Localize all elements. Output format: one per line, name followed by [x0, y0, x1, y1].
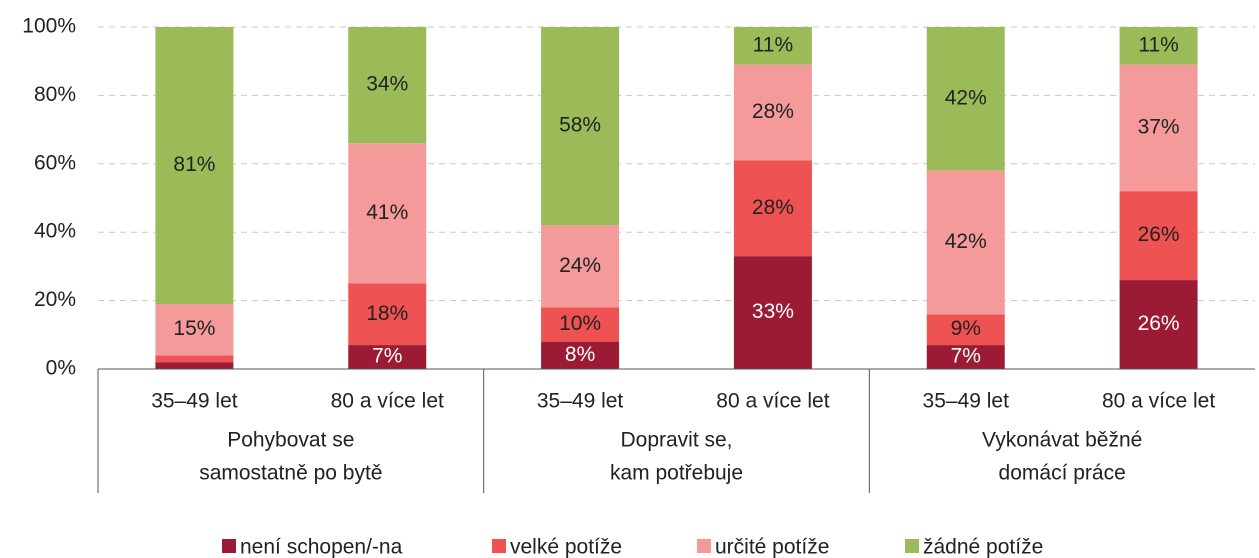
data-label: 26%	[1138, 312, 1180, 335]
bar-segment	[155, 27, 234, 305]
data-label: 58%	[559, 114, 601, 137]
data-label: 28%	[752, 100, 794, 123]
data-label: 11%	[1138, 33, 1178, 56]
x-tick-label: 35–49 let	[537, 390, 624, 413]
y-tick-label: 0%	[46, 357, 76, 380]
legend-swatch	[697, 539, 711, 553]
bar-segment	[541, 27, 620, 226]
data-label: 7%	[372, 345, 402, 368]
data-label: 42%	[945, 230, 987, 253]
data-label: 15%	[173, 317, 215, 340]
bar-segment	[155, 362, 234, 369]
y-tick-label: 60%	[34, 151, 76, 174]
group-label: Dopravit se,	[620, 429, 732, 452]
bar-segment	[926, 27, 1005, 171]
group-label: Pohybovat se	[227, 429, 354, 452]
data-label: 7%	[951, 345, 981, 368]
data-label: 37%	[1138, 115, 1180, 138]
data-label: 42%	[945, 86, 987, 109]
data-label: 33%	[752, 300, 794, 323]
bar-segment	[733, 160, 812, 257]
legend-label: žádné potíže	[923, 536, 1043, 558]
x-tick-label: 80 a více let	[716, 390, 829, 413]
data-label: 41%	[366, 201, 408, 224]
legend-swatch	[905, 539, 919, 553]
bar-segment	[155, 355, 234, 363]
y-tick-label: 20%	[34, 288, 76, 311]
group-label: domácí práce	[999, 462, 1126, 485]
group-label: kam potřebuje	[610, 462, 743, 485]
data-label: 28%	[752, 196, 794, 219]
data-label: 18%	[366, 302, 408, 325]
data-label: 10%	[559, 312, 601, 335]
legend-swatch	[492, 539, 506, 553]
group-label: samostatně po bytě	[199, 462, 382, 485]
x-tick-label: 35–49 let	[151, 390, 238, 413]
x-tick-label: 35–49 let	[923, 390, 1010, 413]
data-label: 24%	[559, 254, 601, 277]
bar-segment	[926, 170, 1005, 315]
y-tick-label: 80%	[34, 83, 76, 106]
bar-segment	[1119, 64, 1198, 192]
data-label: 11%	[753, 33, 793, 56]
bar-segment	[348, 283, 427, 346]
data-label: 34%	[366, 73, 408, 96]
bar-segment	[155, 304, 234, 356]
y-tick-label: 40%	[34, 220, 76, 243]
x-tick-label: 80 a více let	[331, 390, 444, 413]
legend-label: určité potíže	[715, 536, 829, 558]
bar-segment	[733, 27, 812, 65]
group-label: Vykonávat běžné	[982, 429, 1142, 452]
data-label: 26%	[1138, 223, 1180, 246]
bar-segment	[348, 345, 427, 369]
bar-segment	[541, 341, 620, 369]
y-tick-label: 100%	[22, 15, 76, 38]
bar-segment	[1119, 191, 1198, 281]
bar-segment	[541, 307, 620, 342]
bar-segment	[348, 143, 427, 284]
legend-swatch	[222, 539, 236, 553]
x-tick-label: 80 a více let	[1102, 390, 1215, 413]
bar-segment	[733, 256, 812, 369]
bar-segment	[926, 314, 1005, 346]
legend-label: velké potíže	[510, 536, 622, 558]
bar-segment	[348, 27, 427, 144]
bar-segment	[1119, 280, 1198, 369]
data-label: 9%	[951, 317, 981, 340]
data-label: 8%	[565, 343, 595, 366]
bar-segment	[1119, 27, 1198, 65]
bar-segment	[541, 225, 620, 308]
legend-label: není schopen/-na	[240, 536, 403, 558]
bar-segment	[733, 64, 812, 161]
bar-segment	[926, 345, 1005, 369]
data-label: 81%	[173, 153, 215, 176]
